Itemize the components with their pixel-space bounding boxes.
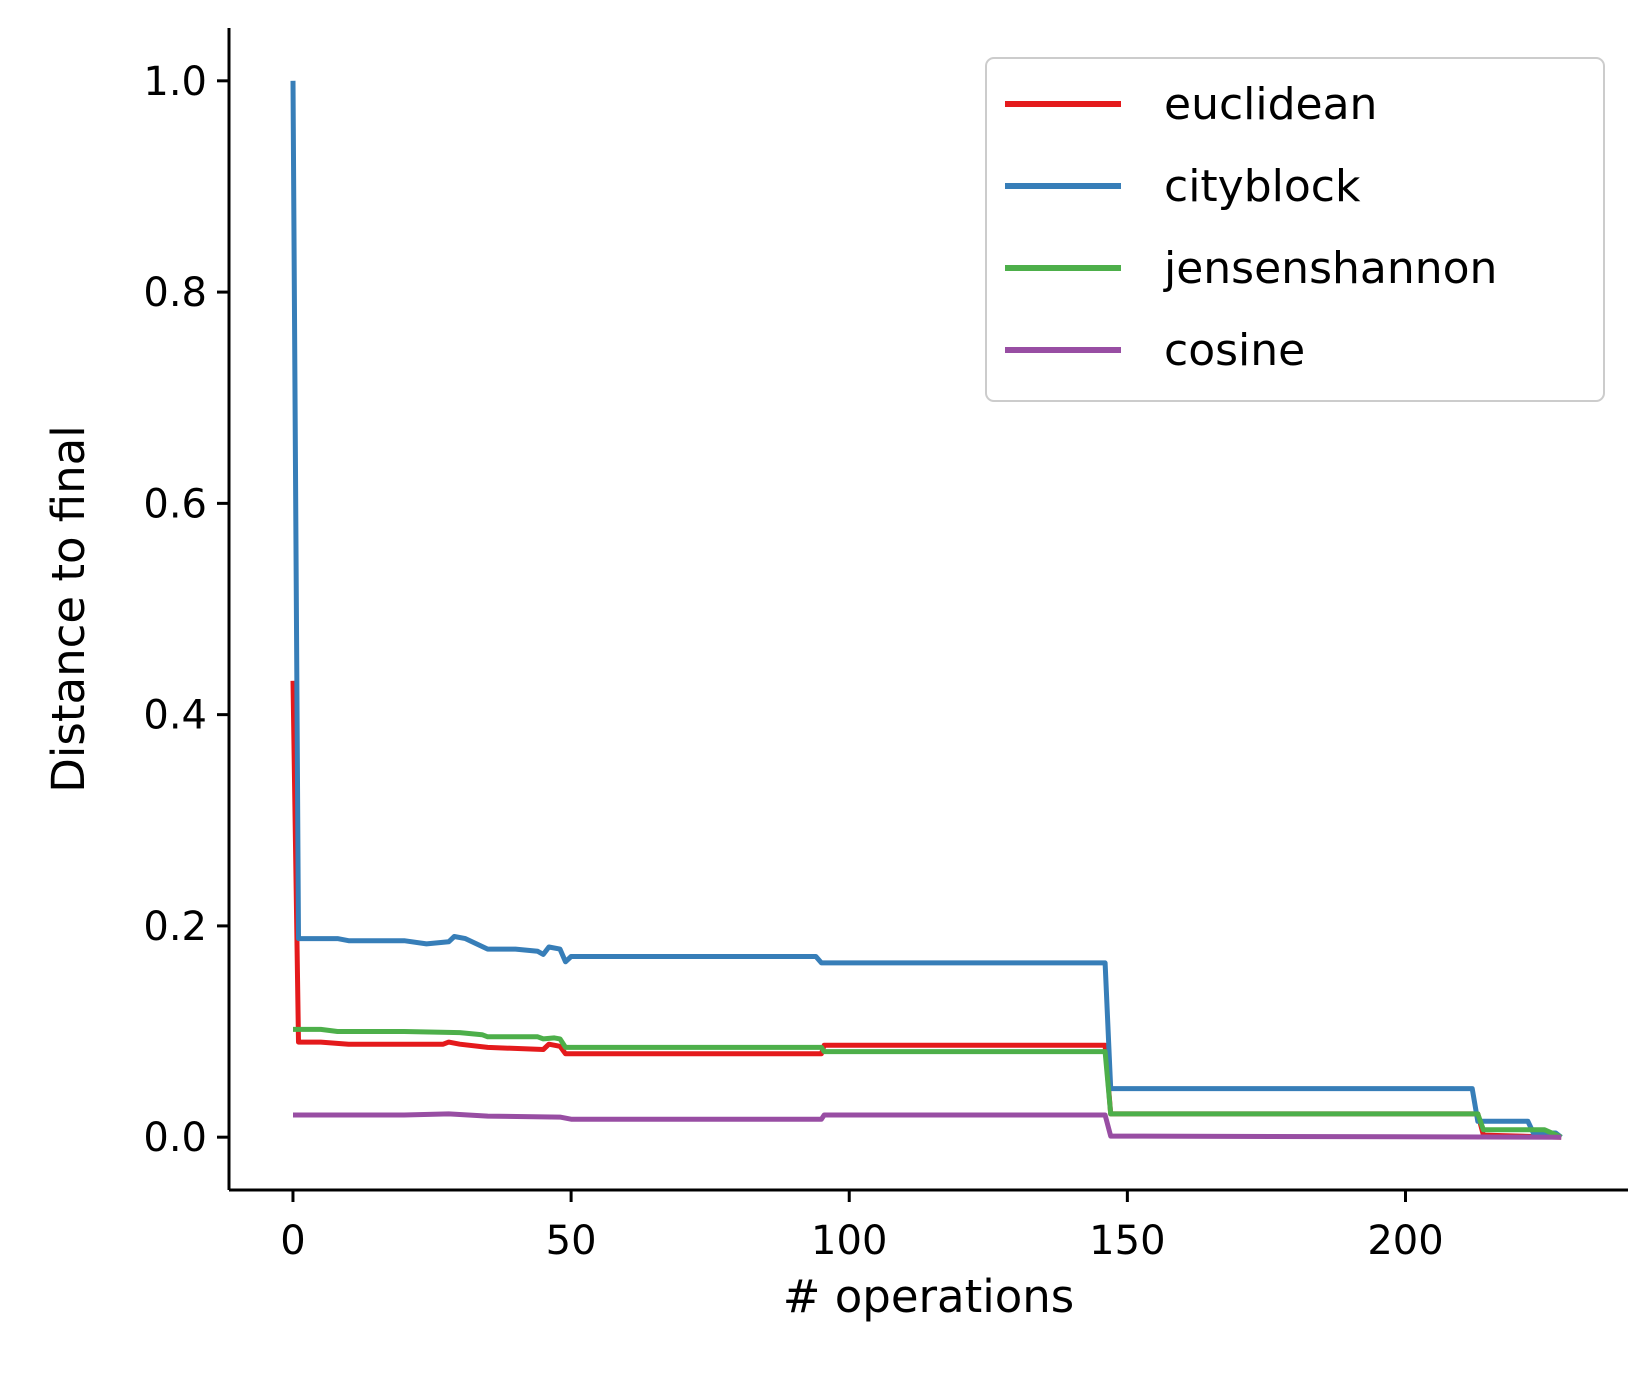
x-tick-label: 0 [280, 1218, 305, 1264]
ticks-layer: 0 50 100 150 200 0.0 0.2 0.4 0.6 0.8 1.0 [143, 59, 1443, 1264]
legend: euclidean cityblock jensenshannon cosine [985, 57, 1605, 402]
y-tick-label: 0.6 [143, 481, 207, 527]
series-line-cosine [293, 1111, 1562, 1140]
x-tick-label: 50 [546, 1218, 597, 1264]
y-tick-label: 0.0 [143, 1115, 207, 1161]
y-tick-label: 1.0 [143, 59, 207, 105]
x-axis-title: # operations [783, 1270, 1075, 1323]
series-line-jensenshannon [293, 1026, 1563, 1140]
legend-label-cosine: cosine [1164, 325, 1305, 376]
series-layer [290, 80, 1563, 1140]
y-axis-title: Distance to final [42, 425, 95, 793]
axes-layer [227, 28, 1628, 1192]
y-tick-label: 0.8 [143, 270, 207, 316]
y-tick-label: 0.2 [143, 904, 207, 950]
legend-label-cityblock: cityblock [1164, 161, 1361, 212]
legend-box [985, 57, 1605, 402]
series-line-cityblock [290, 80, 1563, 1140]
legend-label-jensenshannon: jensenshannon [1163, 243, 1497, 294]
legend-label-euclidean: euclidean [1164, 79, 1377, 130]
x-tick-label: 200 [1367, 1218, 1443, 1264]
y-tick-label: 0.4 [143, 693, 207, 739]
x-tick-label: 150 [1089, 1218, 1165, 1264]
x-tick-label: 100 [811, 1218, 887, 1264]
